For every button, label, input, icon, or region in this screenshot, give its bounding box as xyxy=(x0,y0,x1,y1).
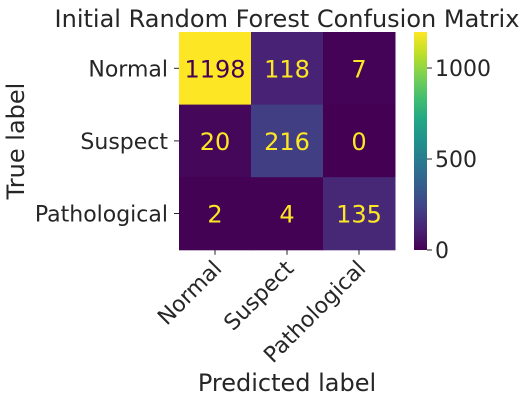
heatmap-cell-value: 2 xyxy=(207,201,222,229)
chart-title: Initial Random Forest Confusion Matrix xyxy=(55,5,520,33)
colorbar-tick-label: 1000 xyxy=(435,57,491,82)
heatmap-value-labels: 1198 118 7 20 216 0 2 4 135 xyxy=(184,55,381,228)
heatmap-cell-value: 20 xyxy=(200,128,231,156)
x-tick-label: Normal xyxy=(153,256,227,330)
y-axis-label: True label xyxy=(2,83,30,201)
colorbar-tick-label: 0 xyxy=(435,239,449,264)
y-tick-label: Pathological xyxy=(35,203,168,228)
colorbar-tick-label: 500 xyxy=(435,148,477,173)
heatmap-cells xyxy=(179,32,396,251)
heatmap-cell xyxy=(251,104,324,178)
heatmap-cell xyxy=(323,32,396,106)
heatmap-cell xyxy=(323,104,396,178)
heatmap-cell xyxy=(179,177,252,251)
heatmap-cell-value: 135 xyxy=(336,201,382,229)
heatmap-cell xyxy=(179,104,252,178)
heatmap-cell-value: 7 xyxy=(351,55,366,83)
y-tick-label: Normal xyxy=(88,57,168,82)
colorbar-ticks: 0 500 1000 xyxy=(427,57,491,264)
heatmap-cell-value: 4 xyxy=(279,201,294,229)
heatmap-cell xyxy=(251,177,324,251)
colorbar xyxy=(414,32,427,250)
heatmap-cell xyxy=(251,32,324,106)
heatmap-cell-value: 216 xyxy=(264,128,310,156)
heatmap-cell-value: 0 xyxy=(351,128,366,156)
heatmap-cell xyxy=(179,32,252,106)
x-axis-label: Predicted label xyxy=(198,369,376,397)
heatmap-cell-value: 1198 xyxy=(184,55,245,83)
heatmap-cell-value: 118 xyxy=(264,55,310,83)
y-tick-label: Suspect xyxy=(80,130,168,155)
heatmap-cell xyxy=(323,177,396,251)
y-axis-tick-labels: Normal Suspect Pathological xyxy=(35,57,179,228)
